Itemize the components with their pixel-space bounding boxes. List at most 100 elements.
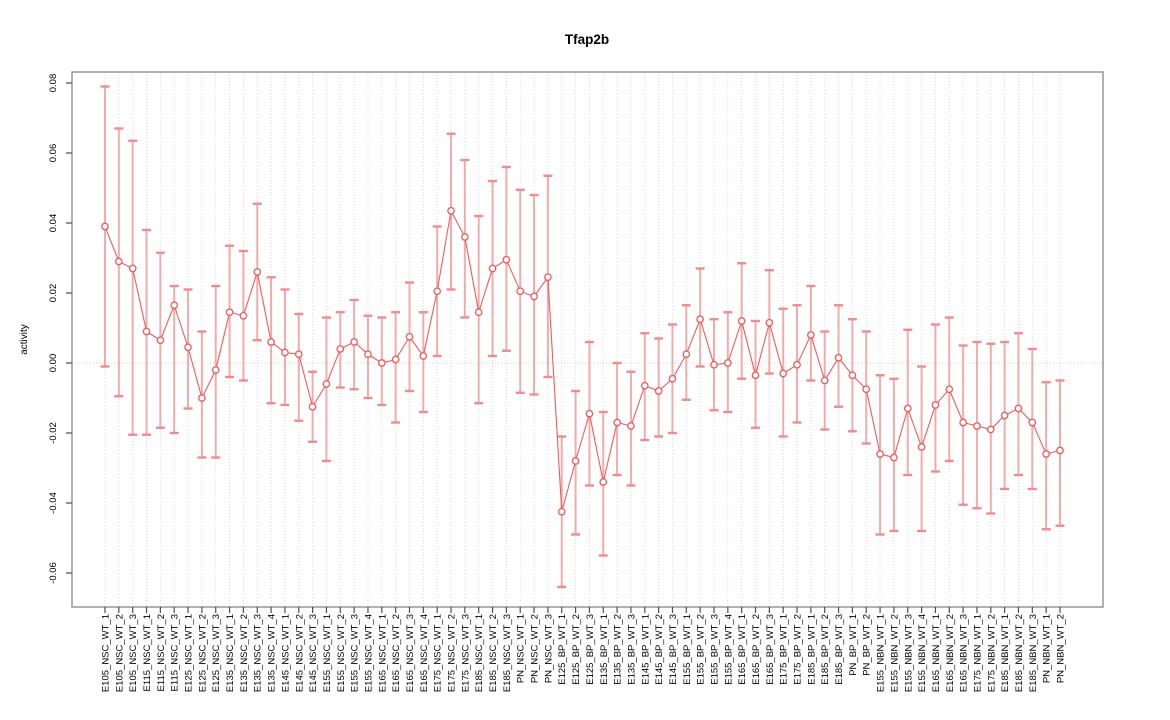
- data-point: [862, 385, 871, 394]
- x-tick-label: E155_NSC_WT_1: [322, 614, 333, 692]
- data-point: [723, 359, 732, 367]
- data-point: [447, 206, 455, 215]
- x-tick-label: PN_NBN_WT_2: [1056, 614, 1067, 683]
- x-tick-label: E165_NSC_WT_4: [419, 614, 430, 692]
- data-point: [599, 478, 608, 486]
- data-point: [931, 401, 940, 409]
- x-tick-label: E145_NSC_WT_1: [280, 614, 291, 692]
- data-point: [114, 257, 123, 266]
- x-tick-label: E155_BP_WT_4: [723, 614, 734, 685]
- y-tick-label: 0.00: [48, 354, 59, 373]
- data-point: [557, 507, 566, 516]
- data-point: [225, 308, 234, 317]
- data-point: [876, 450, 884, 458]
- x-tick-label: E165_NSC_WT_2: [391, 614, 402, 692]
- x-tick-label: E105_NSC_WT_2: [114, 614, 125, 692]
- x-tick-label: E175_NSC_WT_3: [460, 614, 471, 692]
- data-point: [1014, 404, 1023, 413]
- data-point: [211, 366, 220, 374]
- data-point: [986, 425, 995, 434]
- data-point: [973, 422, 981, 430]
- data-point: [1042, 450, 1051, 458]
- x-tick-label: E155_BP_WT_1: [682, 614, 693, 685]
- plot-box: [71, 71, 1104, 608]
- data-point: [779, 369, 788, 378]
- data-point: [336, 345, 345, 353]
- x-tick-label: E165_NBN_WT_3: [959, 614, 970, 692]
- x-tick-label: E165_BP_WT_1: [737, 614, 748, 685]
- x-tick-label: E155_NBN_WT_3: [903, 614, 914, 692]
- chart-title: Tfap2b: [565, 32, 609, 47]
- x-tick-label: E175_NBN_WT_2: [986, 614, 997, 692]
- x-tick-label: E155_NSC_WT_4: [363, 614, 374, 692]
- x-tick-label: PN_NBN_WT_1: [1042, 614, 1053, 683]
- x-tick-label: E175_BP_WT_2: [793, 614, 804, 685]
- data-point: [156, 336, 165, 345]
- x-tick-label: E125_NSC_WT_2: [197, 614, 208, 692]
- y-tick-label: 0.02: [48, 284, 59, 303]
- data-point: [696, 315, 704, 324]
- y-tick-label: -0.02: [48, 422, 59, 444]
- data-point: [128, 264, 137, 273]
- axis-layer: -0.06 -0.04 -0.02 0.00 0.02 0.04 0.06 0.08 E105_…: [48, 71, 1104, 692]
- y-tick-label: 0.08: [48, 74, 59, 93]
- x-tick-label: E145_NSC_WT_3: [308, 614, 319, 692]
- data-point: [1000, 411, 1009, 420]
- data-point: [903, 404, 912, 413]
- data-point: [627, 422, 635, 430]
- x-tick-label: E145_NSC_WT_2: [294, 614, 305, 692]
- x-tick-label: E135_NSC_WT_2: [239, 614, 250, 692]
- x-tick-label: E145_BP_WT_1: [640, 614, 651, 685]
- x-tick-label: E185_BP_WT_2: [820, 614, 831, 685]
- data-point: [710, 360, 718, 369]
- data-point: [613, 418, 621, 427]
- data-point: [793, 360, 801, 369]
- x-tick-label: E145_BP_WT_2: [654, 614, 665, 685]
- x-tick-label: E125_BP_WT_2: [571, 614, 582, 685]
- data-point: [198, 394, 206, 402]
- x-tick-label: E185_NBN_WT_1: [1000, 614, 1011, 692]
- data-point: [419, 352, 428, 360]
- x-tick-label: E155_NBN_WT_4: [917, 614, 928, 692]
- series-line: [104, 209, 1061, 512]
- x-tick-label: E115_NSC_WT_2: [156, 614, 167, 691]
- x-tick-label: E145_BP_WT_3: [668, 614, 679, 685]
- x-tick-label: E165_NBN_WT_2: [945, 614, 956, 692]
- data-point: [654, 387, 663, 395]
- x-tick-label: E165_BP_WT_2: [751, 614, 762, 685]
- data-point: [807, 331, 815, 339]
- data-point: [377, 359, 386, 367]
- x-tick-label: E155_NBN_WT_1: [876, 614, 887, 692]
- data-point: [322, 380, 331, 388]
- x-tick-label: E125_NSC_WT_3: [211, 614, 222, 692]
- data-point: [765, 318, 774, 327]
- data-point: [267, 338, 275, 346]
- x-tick-label: E115_NSC_WT_3: [170, 614, 181, 691]
- x-tick-label: E165_BP_WT_3: [765, 614, 776, 685]
- y-tick-label: 0.06: [48, 144, 59, 163]
- data-point: [294, 350, 303, 359]
- data-point: [461, 233, 469, 241]
- data-point: [391, 355, 400, 364]
- data-point: [640, 381, 649, 390]
- x-tick-label: E125_BP_WT_3: [585, 614, 596, 685]
- data-point: [170, 301, 179, 310]
- data-point: [142, 327, 151, 336]
- data-point: [751, 371, 760, 380]
- x-tick-label: E185_NSC_WT_2: [488, 614, 499, 692]
- x-tick-label: E185_NSC_WT_1: [474, 614, 485, 692]
- y-tick-label: -0.06: [48, 562, 59, 584]
- error-bar-layer: [100, 85, 1065, 589]
- x-tick-label: E115_NSC_WT_1: [142, 614, 153, 691]
- data-point: [239, 311, 248, 320]
- x-tick-label: E135_NSC_WT_1: [225, 614, 236, 692]
- x-tick-label: E135_NSC_WT_3: [253, 614, 264, 692]
- data-point: [308, 402, 317, 411]
- x-tick-label: E125_NSC_WT_1: [184, 614, 195, 692]
- data-point: [474, 308, 483, 317]
- data-point-layer: [101, 206, 1064, 516]
- data-point: [502, 255, 511, 264]
- data-point: [848, 371, 857, 380]
